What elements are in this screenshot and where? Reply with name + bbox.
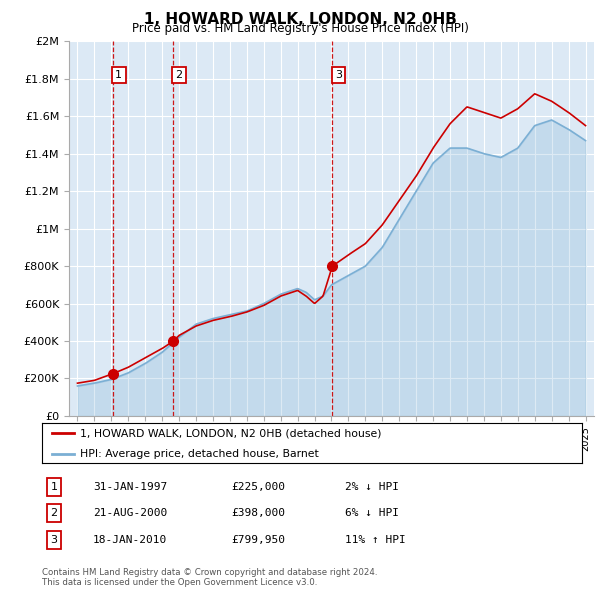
Text: Contains HM Land Registry data © Crown copyright and database right 2024.
This d: Contains HM Land Registry data © Crown c… [42, 568, 377, 587]
Text: 1: 1 [50, 482, 58, 491]
Text: 11% ↑ HPI: 11% ↑ HPI [345, 535, 406, 545]
Text: £225,000: £225,000 [231, 482, 285, 491]
Text: 3: 3 [50, 535, 58, 545]
Text: 31-JAN-1997: 31-JAN-1997 [93, 482, 167, 491]
Text: HPI: Average price, detached house, Barnet: HPI: Average price, detached house, Barn… [80, 450, 319, 460]
Text: 1, HOWARD WALK, LONDON, N2 0HB: 1, HOWARD WALK, LONDON, N2 0HB [143, 12, 457, 27]
Text: 18-JAN-2010: 18-JAN-2010 [93, 535, 167, 545]
Text: 2: 2 [176, 70, 182, 80]
Text: 1: 1 [115, 70, 122, 80]
Text: Price paid vs. HM Land Registry's House Price Index (HPI): Price paid vs. HM Land Registry's House … [131, 22, 469, 35]
Text: 1, HOWARD WALK, LONDON, N2 0HB (detached house): 1, HOWARD WALK, LONDON, N2 0HB (detached… [80, 428, 382, 438]
Text: £398,000: £398,000 [231, 509, 285, 518]
Text: 3: 3 [335, 70, 342, 80]
Text: 21-AUG-2000: 21-AUG-2000 [93, 509, 167, 518]
Text: £799,950: £799,950 [231, 535, 285, 545]
Text: 2: 2 [50, 509, 58, 518]
Text: 6% ↓ HPI: 6% ↓ HPI [345, 509, 399, 518]
Text: 2% ↓ HPI: 2% ↓ HPI [345, 482, 399, 491]
